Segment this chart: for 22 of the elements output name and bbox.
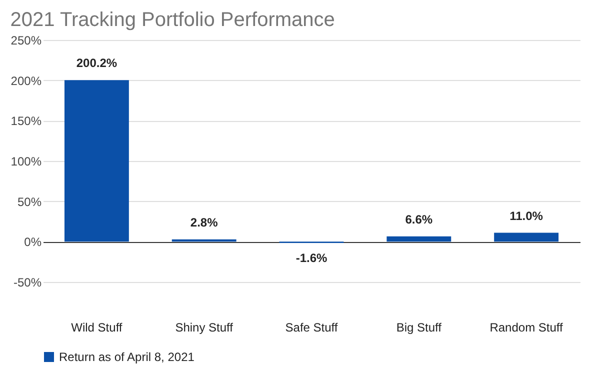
x-tick-label: Wild Stuff <box>71 320 123 334</box>
data-label: -1.6% <box>296 250 328 265</box>
x-tick-label: Shiny Stuff <box>175 320 234 334</box>
data-label: 2.8% <box>190 215 218 230</box>
chart-title: 2021 Tracking Portfolio Performance <box>10 9 335 31</box>
y-tick-label: 100% <box>10 154 42 168</box>
y-tick-label: -50% <box>13 276 42 290</box>
y-tick-label: 200% <box>10 74 42 88</box>
y-tick-label: 0% <box>24 235 42 250</box>
bar <box>494 232 559 242</box>
y-tick-label: 150% <box>10 114 42 128</box>
data-label: 200.2% <box>76 56 118 70</box>
legend-label: Return as of April 8, 2021 <box>59 350 195 364</box>
data-label: 6.6% <box>405 212 433 226</box>
bar <box>386 236 452 242</box>
data-label: 11.0% <box>510 208 544 223</box>
bar <box>64 80 129 242</box>
x-tick-label: Safe Stuff <box>285 320 338 334</box>
y-tick-label: 250% <box>10 34 42 48</box>
x-tick-label: Big Stuff <box>396 320 442 334</box>
y-tick-label: 50% <box>17 194 42 209</box>
x-tick-label: Random Stuff <box>490 320 564 334</box>
